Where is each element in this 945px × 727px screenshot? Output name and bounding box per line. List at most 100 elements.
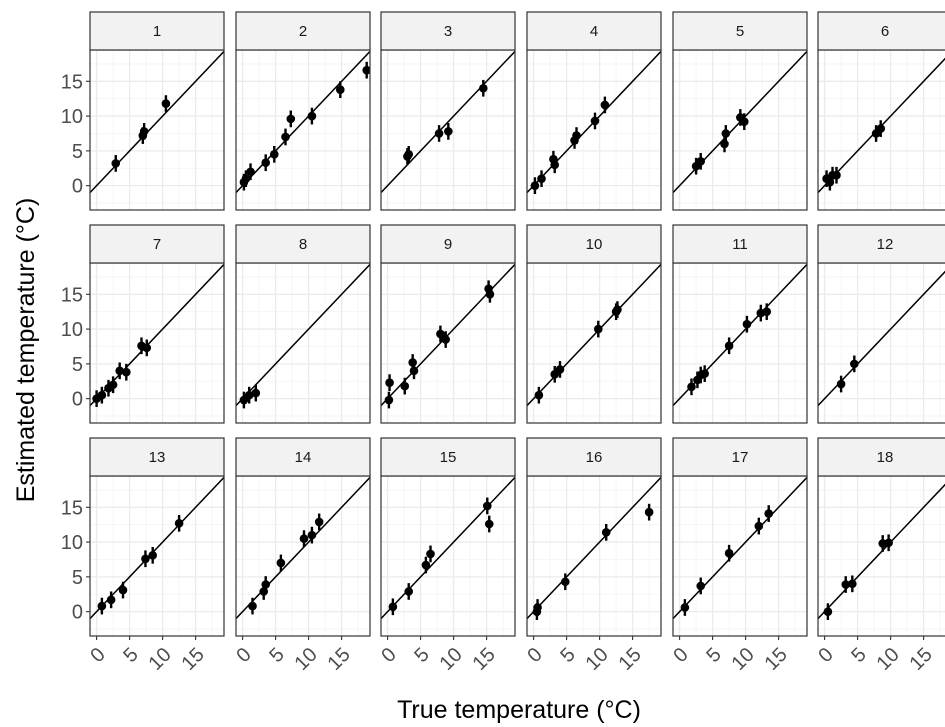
x-tick-label: 5 [410,644,433,667]
data-point [550,160,560,170]
x-tick-label: 0 [232,644,255,667]
facet-label: 11 [732,236,748,253]
data-point [335,85,345,94]
panel-data [90,476,224,620]
identity-line [381,476,515,620]
data-point [246,167,255,177]
data-point [97,390,107,400]
x-tick-label: 0 [814,644,837,667]
data-point [269,150,279,159]
facet-strip [672,224,808,264]
data-point [286,114,296,124]
panel-data [527,476,661,620]
x-tick-label: 15 [760,644,791,675]
x-tick-label: 15 [323,644,354,675]
identity-line [818,57,945,194]
x-tick-label: 5 [702,644,725,667]
facet-label: 16 [586,449,603,466]
data-point [533,603,542,612]
facet-label: 8 [299,236,307,253]
data-point [534,390,544,400]
data-point [307,530,317,540]
x-tick-label: 15 [177,644,208,675]
data-point [644,507,654,517]
x-tick-label: 0 [377,644,400,667]
facet-strip [817,224,945,264]
data-point [742,319,752,329]
data-point [118,585,128,595]
data-point [832,170,841,180]
data-point [404,587,414,596]
facet-panel: 5 [672,11,808,211]
data-point [754,521,764,531]
identity-line [673,476,807,620]
y-tick-label: 15 [61,497,83,519]
panel-grid [818,263,945,423]
data-point [479,83,488,93]
data-point [721,129,731,138]
data-point [841,580,851,589]
panel-background [236,476,370,636]
y-tick-label: 5 [72,567,83,589]
data-point [739,117,749,126]
panel-data [818,270,945,407]
data-point [485,290,495,299]
facet-panel: 14 0 5 10 15 [232,437,371,675]
y-tick-label: 5 [72,141,83,163]
panel-background [236,50,370,210]
facet-strip [89,11,225,51]
facet-strip [380,224,516,264]
data-point [307,111,317,121]
facet-strip [380,437,516,477]
facet-panel: 9 [380,224,516,424]
data-point [421,560,431,570]
facet-strip [89,224,225,264]
panel-data [673,263,807,407]
data-point [142,343,152,353]
panel-grid [90,263,224,423]
facet-panel: 8 [235,224,371,424]
data-point [251,388,261,398]
panel-background [527,263,661,423]
facet-label: 2 [299,23,307,40]
data-point [762,307,772,316]
facet-label: 14 [295,449,312,466]
identity-line [527,263,661,407]
facet-strip [235,437,371,477]
data-point [299,534,309,543]
panel-data [381,50,515,194]
facet-label: 9 [444,236,452,253]
facet-strip [235,224,371,264]
data-point [537,174,546,183]
y-tick-label: 0 [72,389,83,411]
facet-panel: 12 [817,224,945,424]
data-point [601,528,611,537]
identity-line [236,476,370,620]
data-point [434,129,444,138]
panel-grid [90,50,224,210]
panel-data [381,476,515,620]
x-tick-label: 15 [468,644,499,675]
data-point [97,601,107,611]
facet-strip [526,11,662,51]
data-point [385,378,394,387]
data-point [482,501,492,511]
data-point [696,581,706,591]
data-point [590,116,600,126]
panel-data [673,50,807,194]
data-point [555,365,565,374]
data-point [876,124,886,133]
x-tick-label: 0 [86,644,109,667]
x-axis-title: True temperature (°C) [397,696,641,724]
identity-line [236,50,370,194]
data-point [408,358,417,367]
panel-data [236,50,370,194]
panel-data [90,50,224,194]
facet-panel: 17 0 5 10 15 [669,437,808,675]
x-tick-label: 10 [144,644,175,675]
panel-background [673,476,807,636]
facet-panel: 3 [380,11,516,211]
panel-data [818,57,945,194]
data-point [148,551,158,560]
